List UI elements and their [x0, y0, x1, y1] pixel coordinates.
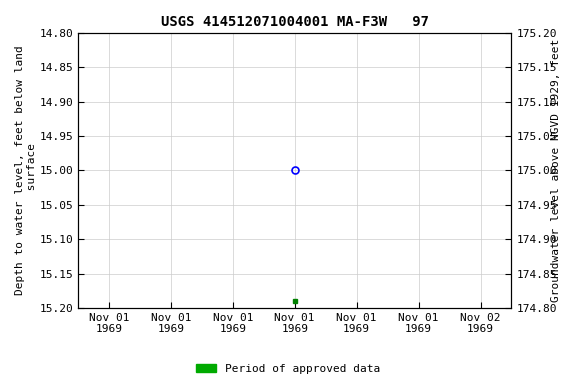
Title: USGS 414512071004001 MA-F3W   97: USGS 414512071004001 MA-F3W 97	[161, 15, 429, 29]
Y-axis label: Depth to water level, feet below land
 surface: Depth to water level, feet below land su…	[15, 46, 37, 295]
Legend: Period of approved data: Period of approved data	[191, 359, 385, 379]
Y-axis label: Groundwater level above NGVD 1929, feet: Groundwater level above NGVD 1929, feet	[551, 39, 561, 302]
